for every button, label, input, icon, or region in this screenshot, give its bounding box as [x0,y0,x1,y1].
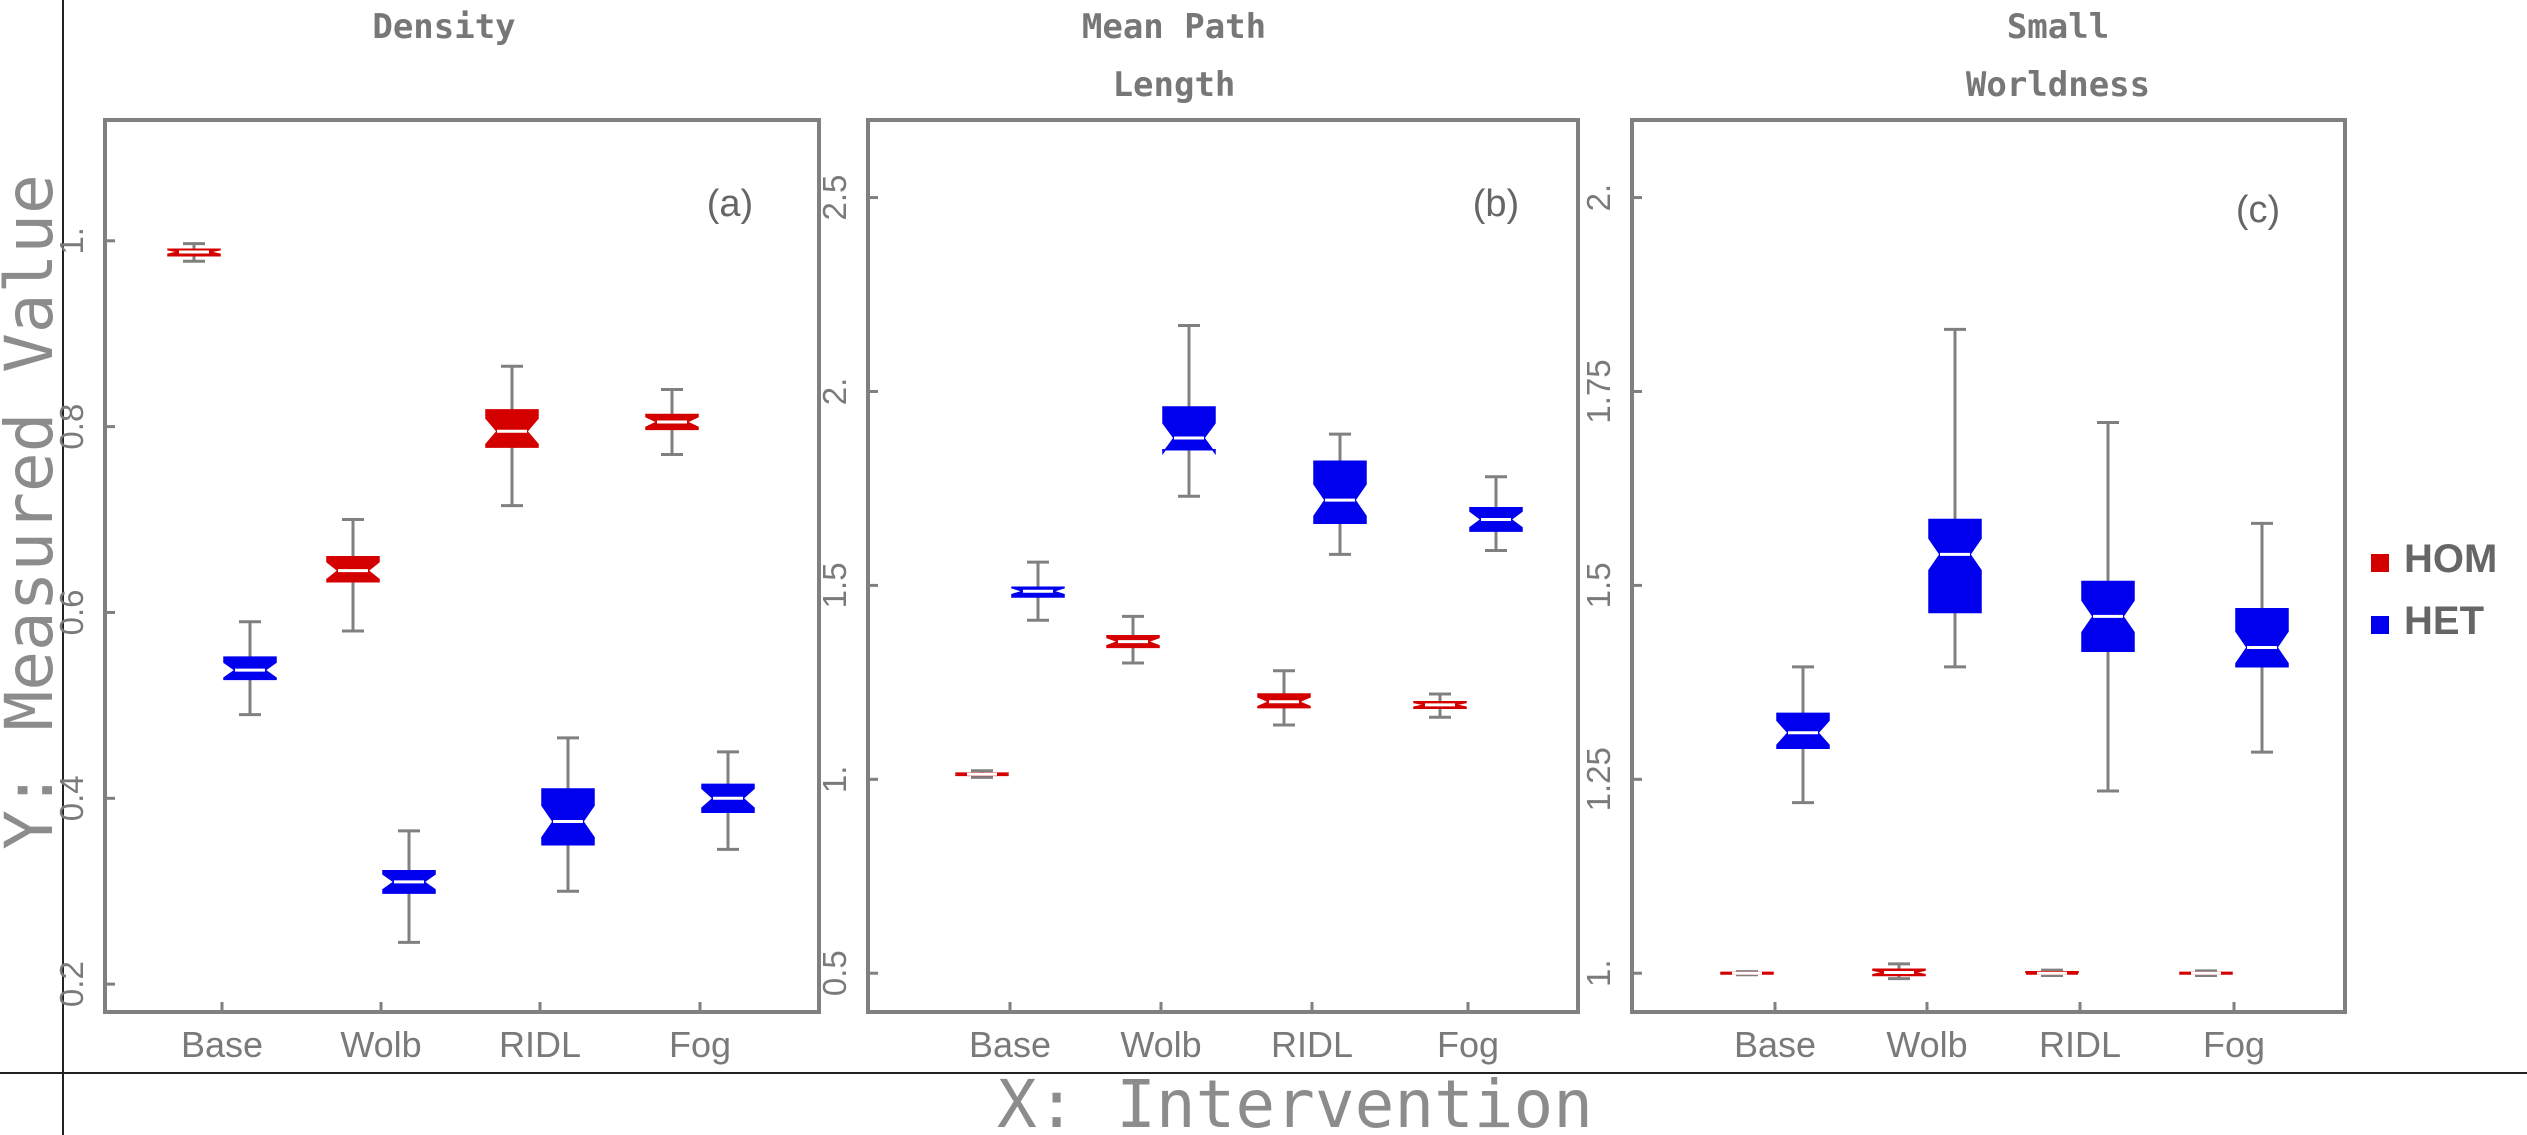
box-hom-fog [645,387,699,456]
x-tick-label: Wolb [1886,1024,1967,1065]
y-tick-label: 0.6 [53,590,90,636]
legend-swatch-het [2371,616,2389,634]
panel-2: Mean Path Length (b) 0.5 1. 1.5 2. 2.5 Base Wolb R… [816,7,1580,1065]
y-tick-label: 1. [53,227,90,255]
box-het-base [223,620,277,717]
legend-label-het: HET [2404,599,2484,643]
panel-title-line: Worldness [1966,65,2150,105]
y-axis-label: Y: Measured Value [0,174,68,850]
box-hom-wolb [326,518,380,633]
box-hom-base [167,242,221,263]
y-tick-label: 0.4 [53,775,90,821]
box-het-ridl [2081,421,2135,793]
panel-title-line: Density [372,7,515,47]
box-hom-base [1720,970,1774,977]
box-het-wolb [382,829,436,944]
legend-label-hom: HOM [2404,537,2497,581]
y-tick-label: 2.5 [816,175,853,221]
box-hom-ridl [1257,669,1311,727]
x-tick-label: RIDL [2039,1024,2121,1065]
x-tick-label: Base [181,1024,263,1065]
panel-title-line: Small [2007,7,2109,47]
box-hom-wolb [1872,962,1926,981]
panel-label: (b) [1473,183,1519,225]
box-het-wolb [1162,324,1216,498]
panel-frame [866,118,1580,1014]
x-tick-label: Wolb [1120,1024,1201,1065]
box-hom-ridl [485,364,539,508]
y-tick-label: 1.5 [816,562,853,608]
legend: HOM HET [2371,537,2497,643]
panel-label: (c) [2236,189,2280,231]
box-het-fog [2235,521,2289,754]
y-tick-label: 1. [816,766,853,794]
y-tick-label: 1.75 [1580,359,1617,423]
legend-swatch-hom [2371,554,2389,572]
box-hom-fog [1413,692,1467,719]
box-hom-ridl [2025,968,2079,978]
x-tick-label: RIDL [1271,1024,1353,1065]
x-tick-label: RIDL [499,1024,581,1065]
x-tick-label: Fog [669,1024,731,1065]
y-tick-label: 0.2 [53,961,90,1007]
box-het-wolb [1928,327,1982,669]
box-body [1313,460,1367,525]
x-axis-label: X: Intervention [997,1066,1593,1135]
y-tick-label: 1. [1580,959,1617,987]
x-tick-label: Base [1734,1024,1816,1065]
panels: Density(a)0.20.40.60.81.Base Wolb RIDL FogM… [53,7,2347,1065]
y-tick-label: 2. [816,378,853,406]
box-het-base [1011,560,1065,622]
box-hom-base [955,769,1009,779]
x-tick-label: Fog [2203,1024,2265,1065]
x-tick-label: Wolb [340,1024,421,1065]
y-tick-label: 1.25 [1580,747,1617,811]
panel-1: Density (a) 0.2 0.4 0.6 0.8 1. Base Wolb RIDL Fog [53,7,821,1065]
y-tick-label: 0.8 [53,404,90,450]
panel-title-line: Length [1113,65,1236,105]
y-tick-label: 1.5 [1580,562,1617,608]
y-tick-label: 2. [1580,184,1617,212]
x-tick-label: Base [969,1024,1051,1065]
panel-frame [103,118,821,1014]
box-het-ridl [1313,432,1367,556]
box-body [1162,406,1216,456]
panel-frame [1630,118,2347,1014]
box-body [1928,518,1982,614]
box-body [1776,712,1830,750]
box-het-fog [1469,475,1523,552]
box-body [541,788,595,846]
y-tick-label: 0.5 [816,950,853,996]
x-tick-label: Fog [1437,1024,1499,1065]
panel-3: Small Worldness (c) 1. 1.25 1.5 1.75 2. Base Wolb… [1580,7,2347,1065]
panel-title-line: Mean Path [1082,7,1266,47]
box-hom-fog [2179,969,2233,978]
box-het-ridl [541,736,595,893]
box-het-base [1776,665,1830,805]
box-body [223,656,277,681]
box-body [2235,607,2289,668]
box-hom-wolb [1106,614,1160,665]
box-body [485,409,539,448]
box-het-fog [701,750,755,851]
panel-label: (a) [707,183,753,225]
